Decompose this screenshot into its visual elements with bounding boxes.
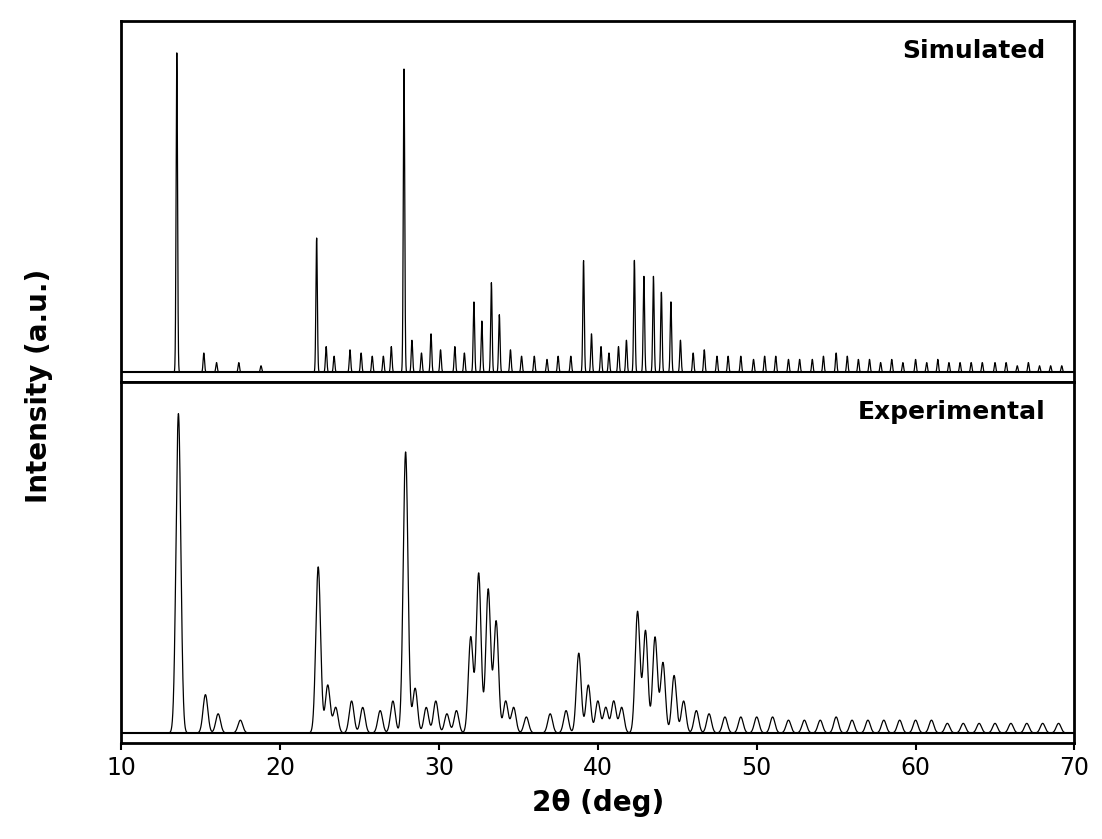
X-axis label: 2θ (deg): 2θ (deg) xyxy=(531,789,665,816)
Text: Experimental: Experimental xyxy=(858,400,1046,424)
Text: Intensity (a.u.): Intensity (a.u.) xyxy=(24,268,53,503)
Text: Simulated: Simulated xyxy=(903,39,1046,63)
